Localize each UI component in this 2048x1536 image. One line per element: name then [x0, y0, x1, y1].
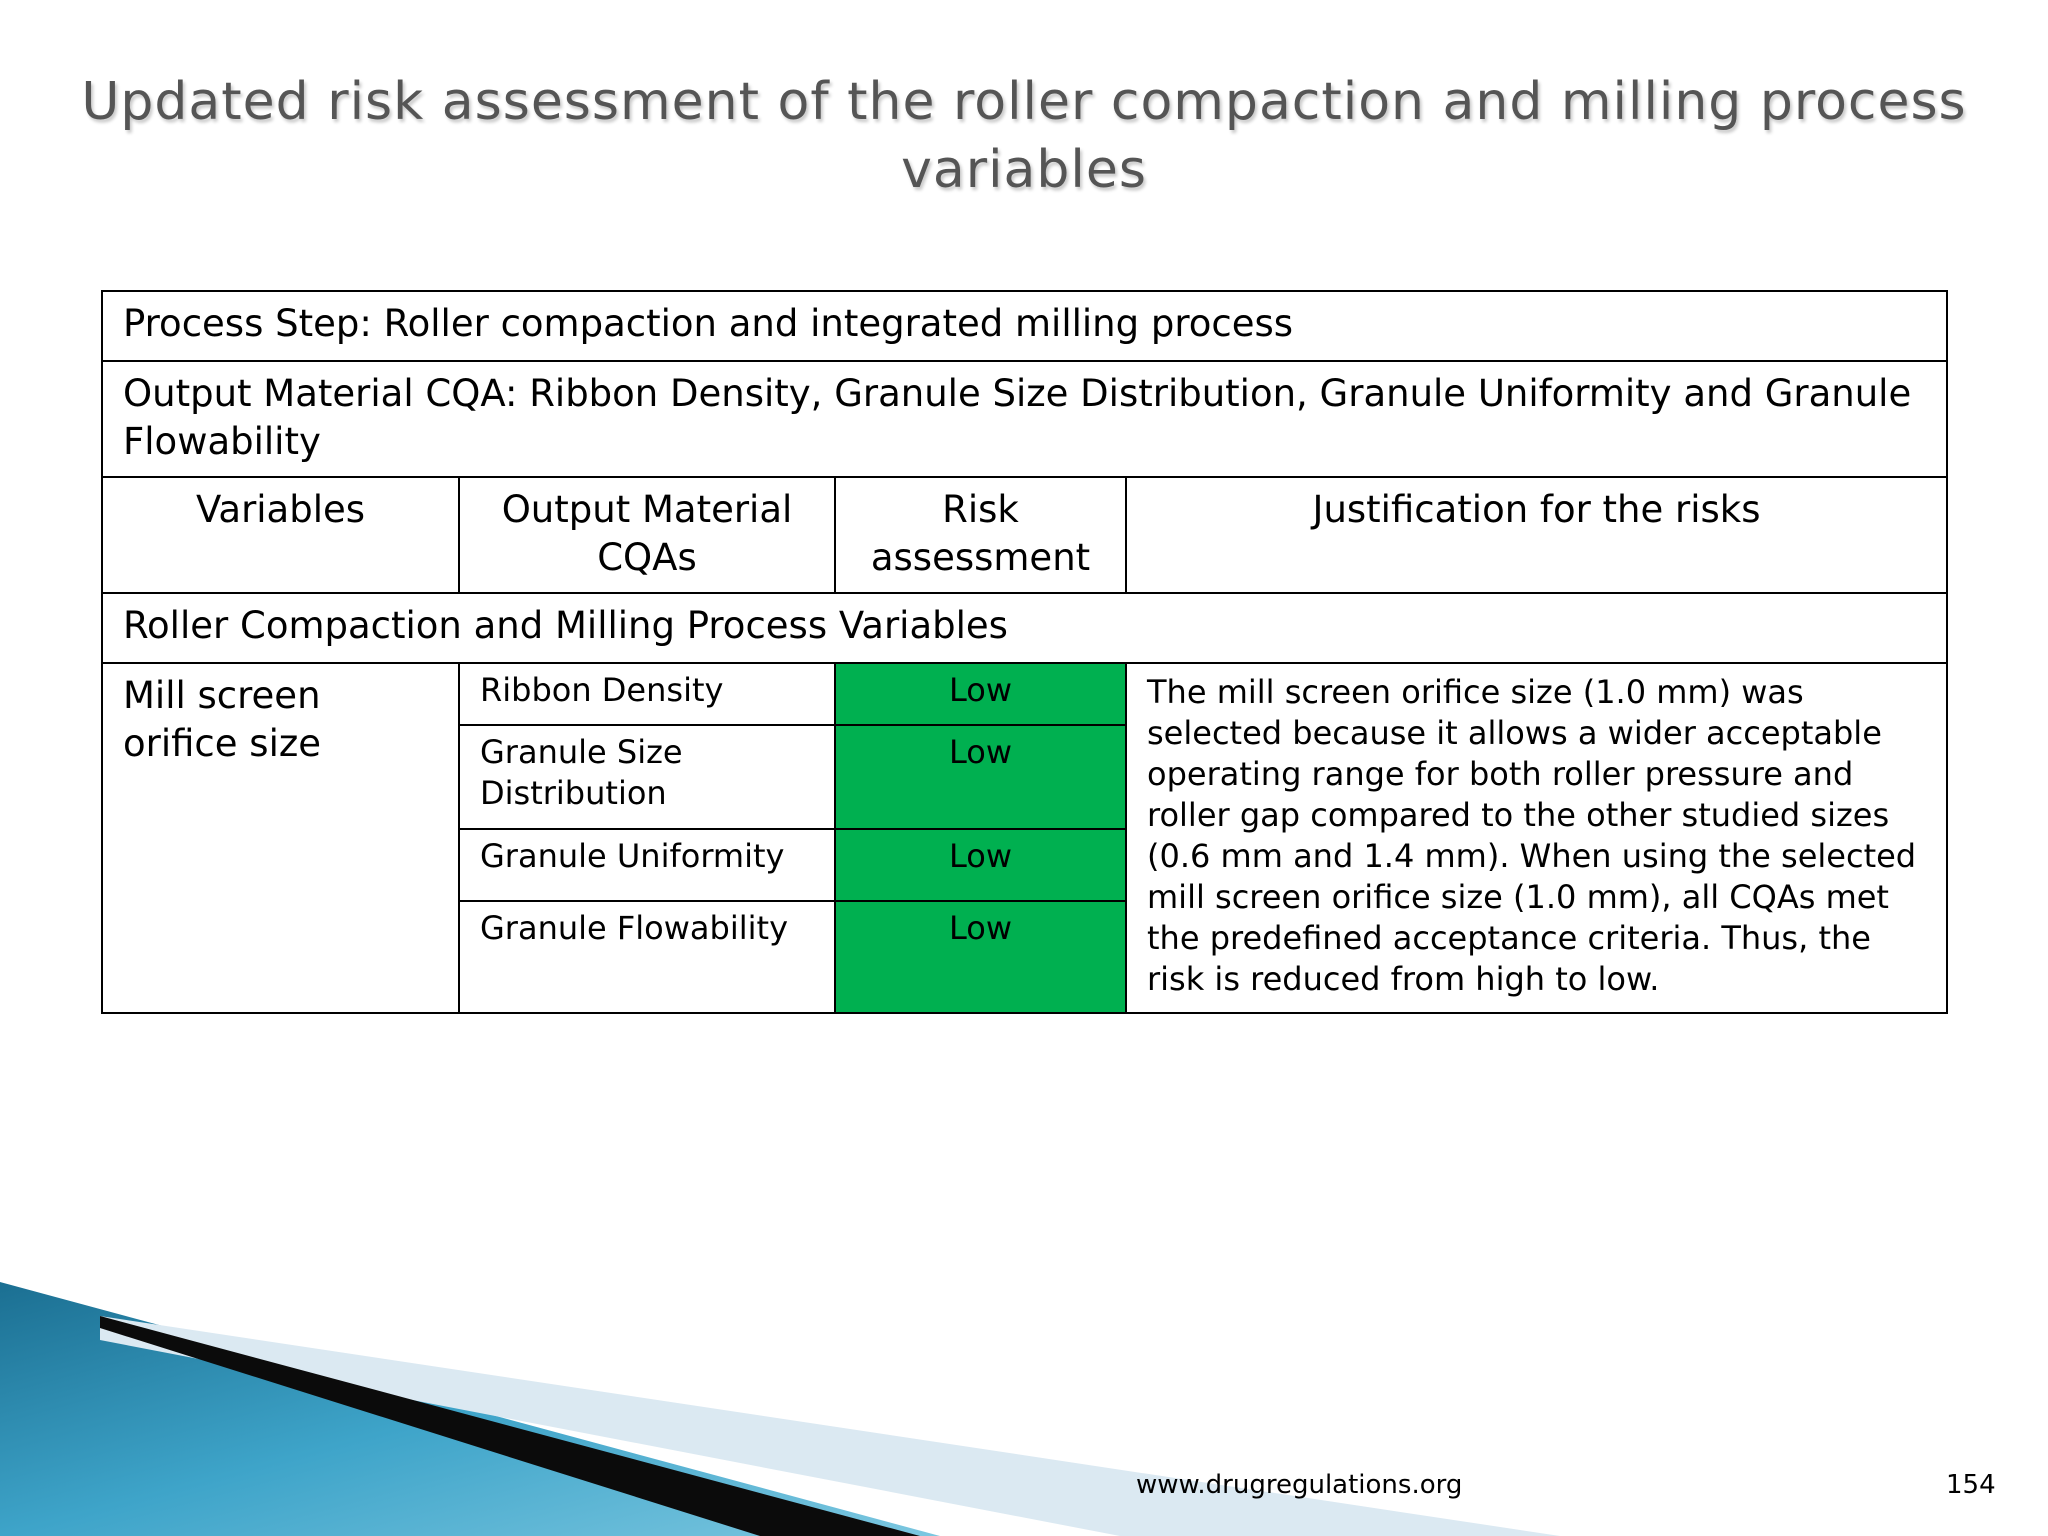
- table-row: Granule Size Distribution Low: [102, 724, 1947, 830]
- slide-title: Updated risk assessment of the roller co…: [0, 68, 2048, 204]
- risk-cell: Low: [834, 828, 1127, 902]
- cqa-cell: Ribbon Density: [458, 662, 836, 726]
- slide-title-line-1: Updated risk assessment of the roller co…: [81, 72, 1967, 132]
- section-row: Roller Compaction and Milling Process Va…: [100, 592, 1949, 664]
- header-risk-assessment: Risk assessment: [834, 476, 1127, 594]
- risk-cell: Low: [834, 724, 1127, 830]
- header-row: Variables Output Material CQAs Risk asse…: [101, 476, 1949, 594]
- header-justification: Justification for the risks: [1124, 476, 1949, 594]
- table-row: Mill screen orifice size Ribbon Density …: [101, 662, 1949, 1014]
- table-row: Granule Flowability Low: [102, 900, 1947, 1014]
- cqa-cell: Granule Uniformity: [458, 828, 836, 902]
- cqa-cell: Granule Size Distribution: [458, 724, 836, 830]
- page-number: 154: [1946, 1470, 1996, 1500]
- risk-cell: Low: [834, 662, 1127, 726]
- footer-url: www.drugregulations.org: [1136, 1470, 1463, 1500]
- decorative-swoosh: [0, 1282, 1560, 1536]
- process-step-cell: Process Step: Roller compaction and inte…: [100, 290, 1949, 362]
- header-variables: Variables: [101, 476, 460, 594]
- risk-assessment-table: Process Step: Roller compaction and inte…: [100, 290, 1949, 1014]
- cqa-cell: Granule Flowability: [458, 900, 836, 1014]
- output-cqa-cell: Output Material CQA: Ribbon Density, Gra…: [100, 360, 1949, 478]
- variable-cell: Mill screen orifice size: [101, 662, 460, 1014]
- process-step-row: Process Step: Roller compaction and inte…: [100, 290, 1949, 362]
- slide-title-line-2: variables: [901, 140, 1147, 200]
- justification-cell: The mill screen orifice size (1.0 mm) wa…: [1124, 662, 1949, 1014]
- risk-cell: Low: [834, 900, 1127, 1014]
- output-cqa-row: Output Material CQA: Ribbon Density, Gra…: [100, 360, 1949, 478]
- light-blue-band: [100, 1316, 1560, 1536]
- header-output-cqas: Output Material CQAs: [458, 476, 836, 594]
- section-label: Roller Compaction and Milling Process Va…: [100, 592, 1949, 664]
- black-band: [100, 1316, 920, 1536]
- table-row: Granule Uniformity Low: [102, 828, 1947, 902]
